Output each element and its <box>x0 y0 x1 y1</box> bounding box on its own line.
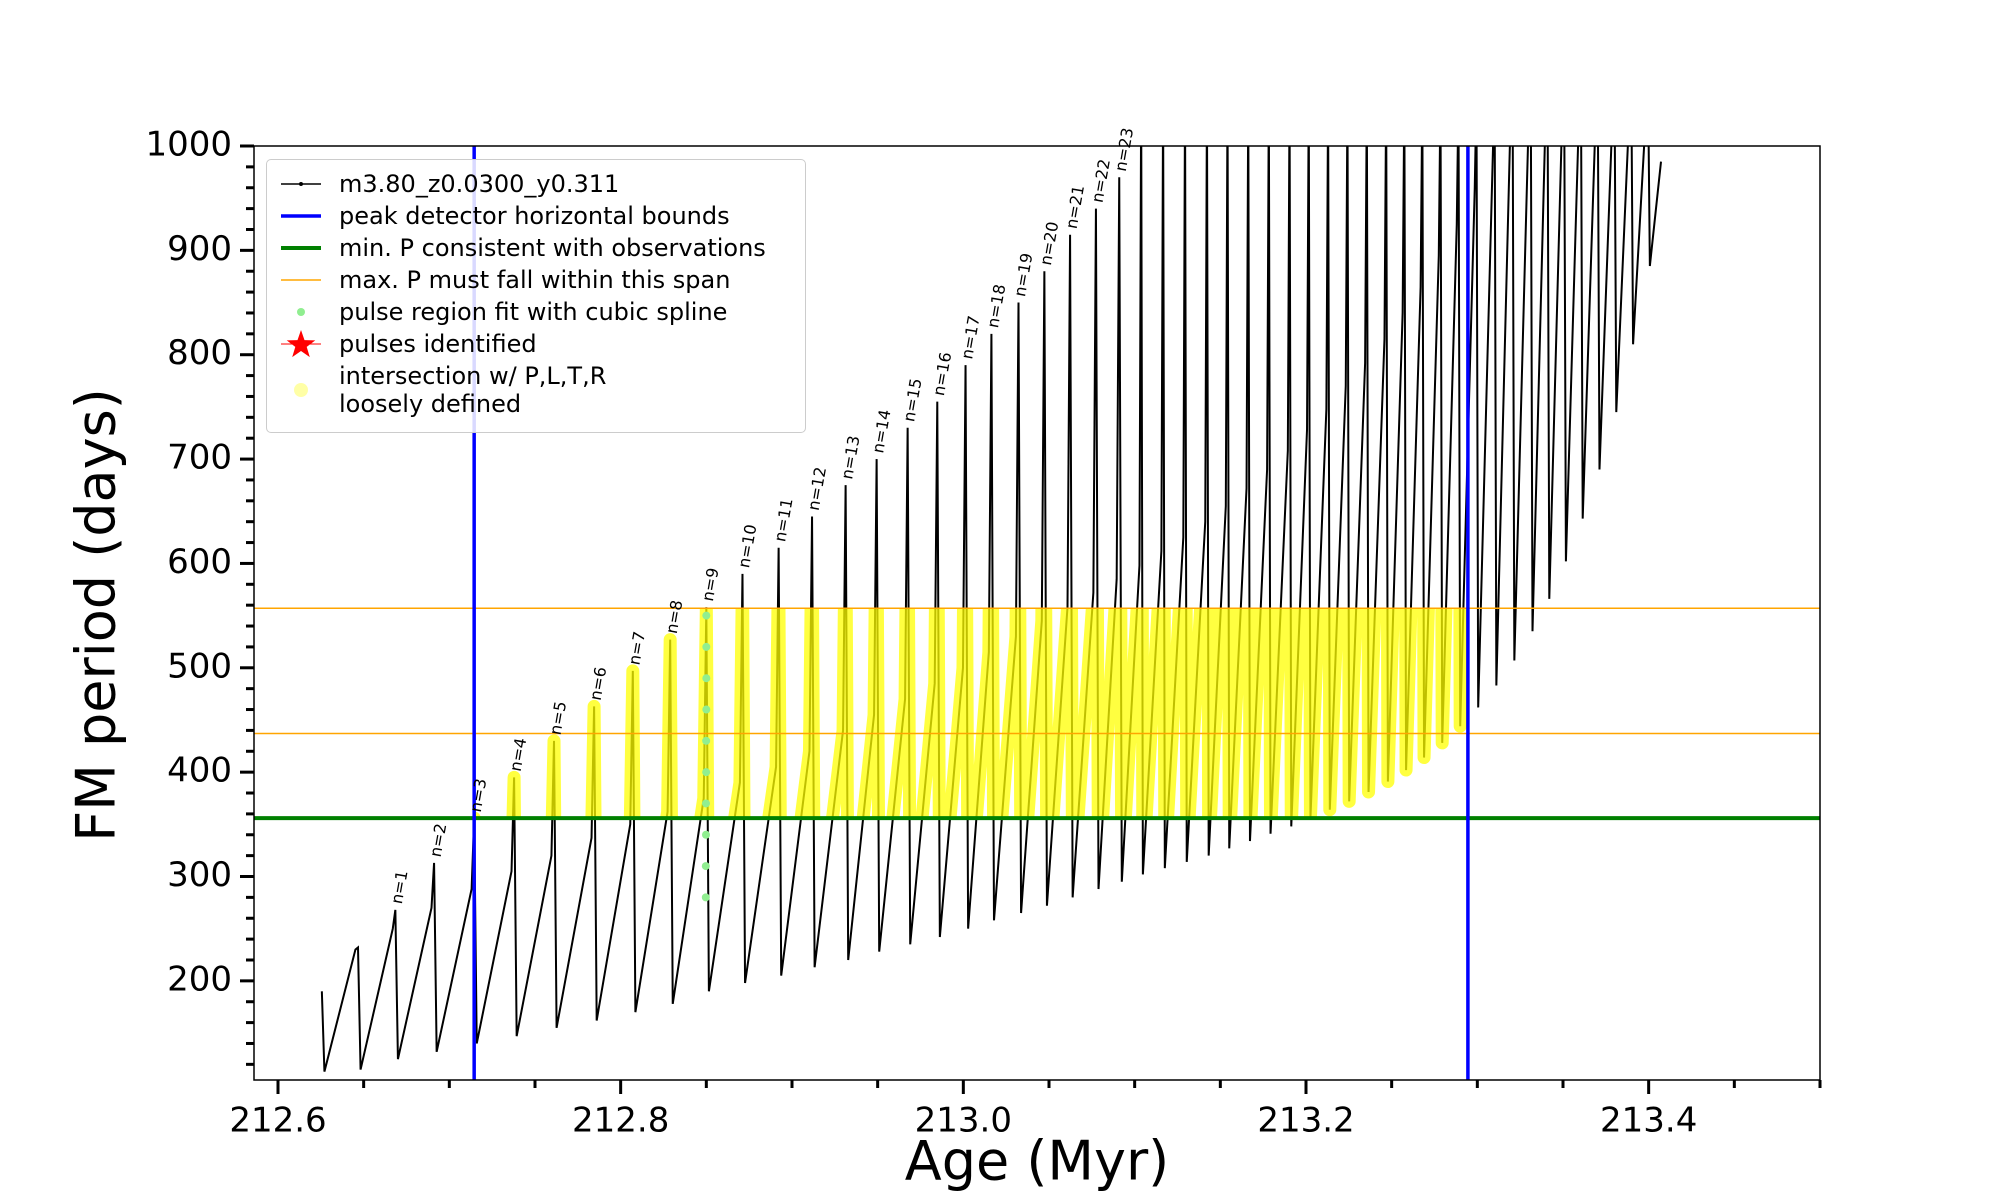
legend-swatch <box>281 246 321 250</box>
legend-entry: intersection w/ P,L,T,R loosely defined <box>277 362 795 418</box>
legend-label: pulse region fit with cubic spline <box>339 298 728 326</box>
spline-point <box>701 830 710 839</box>
legend-label: peak detector horizontal bounds <box>339 202 730 230</box>
spline-point <box>702 674 711 683</box>
y-axis-label: FM period (days) <box>65 388 128 842</box>
legend-swatch <box>297 308 305 316</box>
pulse-label: n=13 <box>837 434 863 481</box>
legend-label: max. P must fall within this span <box>339 266 731 294</box>
x-tick-label: 212.8 <box>572 1101 669 1141</box>
legend-swatch <box>294 383 308 397</box>
pulse-label: n=7 <box>624 630 649 667</box>
legend-swatch <box>281 182 321 186</box>
pulse-label: n=1 <box>387 869 412 906</box>
x-tick-label: 213.4 <box>1600 1101 1697 1141</box>
legend-label: min. P consistent with observations <box>339 234 766 262</box>
pulse-label: n=9 <box>698 566 723 603</box>
legend-entry: peak detector horizontal bounds <box>277 202 795 230</box>
y-tick-label: 800 <box>167 333 232 373</box>
pulse-label: n=18 <box>983 283 1009 330</box>
pulse-label: n=23 <box>1111 126 1137 173</box>
plot-area <box>254 146 1820 1080</box>
y-tick-label: 400 <box>167 751 232 791</box>
x-tick-label: 213.2 <box>1257 1101 1354 1141</box>
spline-point <box>701 799 710 808</box>
y-tick-label: 300 <box>167 855 232 895</box>
y-tick-label: 500 <box>167 646 232 686</box>
pulse-label: n=3 <box>466 777 491 814</box>
pulse-label: n=17 <box>957 314 983 361</box>
legend-entry: pulse region fit with cubic spline <box>277 298 795 326</box>
y-tick-label: 200 <box>167 959 232 999</box>
legend-swatch <box>281 279 321 281</box>
swatch-dot <box>299 182 303 186</box>
legend-swatch <box>281 214 321 218</box>
pulse-label: n=8 <box>662 599 687 636</box>
intersection-region <box>474 608 1468 819</box>
pulse-label: n=22 <box>1088 158 1114 205</box>
legend-label: pulses identified <box>339 330 537 358</box>
pulse-label: n=4 <box>506 736 531 773</box>
pulse-label: n=15 <box>899 377 925 424</box>
spline-point <box>701 862 710 871</box>
pulse-label: n=19 <box>1010 251 1036 298</box>
legend-label: m3.80_z0.0300_y0.311 <box>339 170 620 198</box>
x-tick-label: 213.0 <box>915 1101 1012 1141</box>
pulse-label: n=11 <box>770 497 796 544</box>
plot-frame <box>253 145 1821 1081</box>
intersection-band <box>474 608 1468 819</box>
legend-swatch <box>281 330 321 358</box>
spline-point <box>702 611 711 620</box>
spline-point <box>702 642 711 651</box>
pulse-label: n=2 <box>426 822 451 859</box>
pulse-label: n=10 <box>734 523 760 570</box>
pulse-label: n=20 <box>1036 220 1062 267</box>
swatch-dot <box>294 383 308 397</box>
x-tick-label: 212.6 <box>229 1101 326 1141</box>
pulse-label: n=5 <box>546 700 571 737</box>
y-tick-label: 900 <box>167 229 232 269</box>
swatch-dot <box>297 308 305 316</box>
legend-label: intersection w/ P,L,T,R loosely defined <box>339 362 607 418</box>
legend-entry: max. P must fall within this span <box>277 266 795 294</box>
legend-entry: pulses identified <box>277 330 795 358</box>
pulse-label: n=16 <box>929 351 955 398</box>
pulse-label: n=6 <box>586 665 611 702</box>
spline-point <box>702 768 711 777</box>
swatch-star <box>286 330 316 358</box>
spline-point <box>701 893 710 902</box>
legend-entry: m3.80_z0.0300_y0.311 <box>277 170 795 198</box>
spline-point <box>702 705 711 714</box>
pulse-label: n=21 <box>1062 184 1088 231</box>
pulse-label: n=14 <box>868 408 894 455</box>
y-tick-label: 1000 <box>145 125 232 165</box>
x-axis-label: Age (Myr) <box>905 1130 1170 1193</box>
y-tick-label: 600 <box>167 542 232 582</box>
pulse-label: n=12 <box>804 465 830 512</box>
legend-entry: min. P consistent with observations <box>277 234 795 262</box>
y-tick-label: 700 <box>167 438 232 478</box>
spline-point <box>702 736 711 745</box>
